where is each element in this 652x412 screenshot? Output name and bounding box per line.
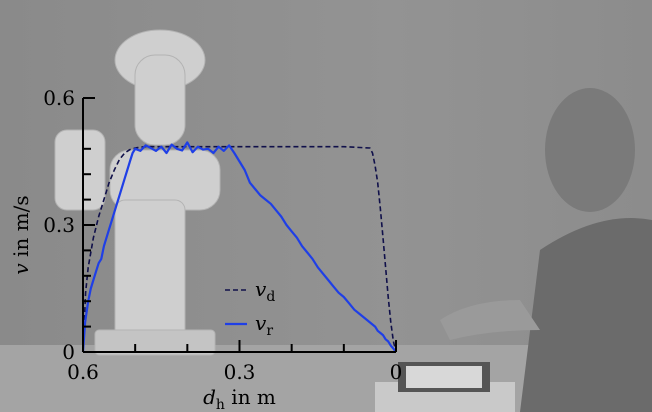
person-illustration (440, 88, 652, 412)
x-tick-label: 0.6 (67, 360, 99, 384)
y-tick-label: 0.6 (43, 86, 75, 110)
legend: vd vr (225, 277, 275, 339)
robot-arm-illustration (54, 29, 221, 356)
y-axis-title: v in m/s (9, 195, 33, 274)
x-tick-label: 0 (390, 360, 403, 384)
legend-label-r: vr (255, 311, 273, 339)
tablet-illustration (375, 362, 515, 412)
series-line-v-d (82, 145, 397, 353)
y-tick-label: 0 (62, 340, 75, 364)
x-axis-title: dh in m (203, 385, 276, 412)
series-line-v-r (81, 141, 397, 353)
y-tick-label: 0.3 (43, 213, 75, 237)
plot-area (81, 141, 397, 353)
x-tick-label: 0.3 (224, 360, 256, 384)
axes: 0.6 0.3 0 0 0.3 0.6 (43, 86, 402, 384)
legend-label-d: vd (255, 277, 275, 305)
